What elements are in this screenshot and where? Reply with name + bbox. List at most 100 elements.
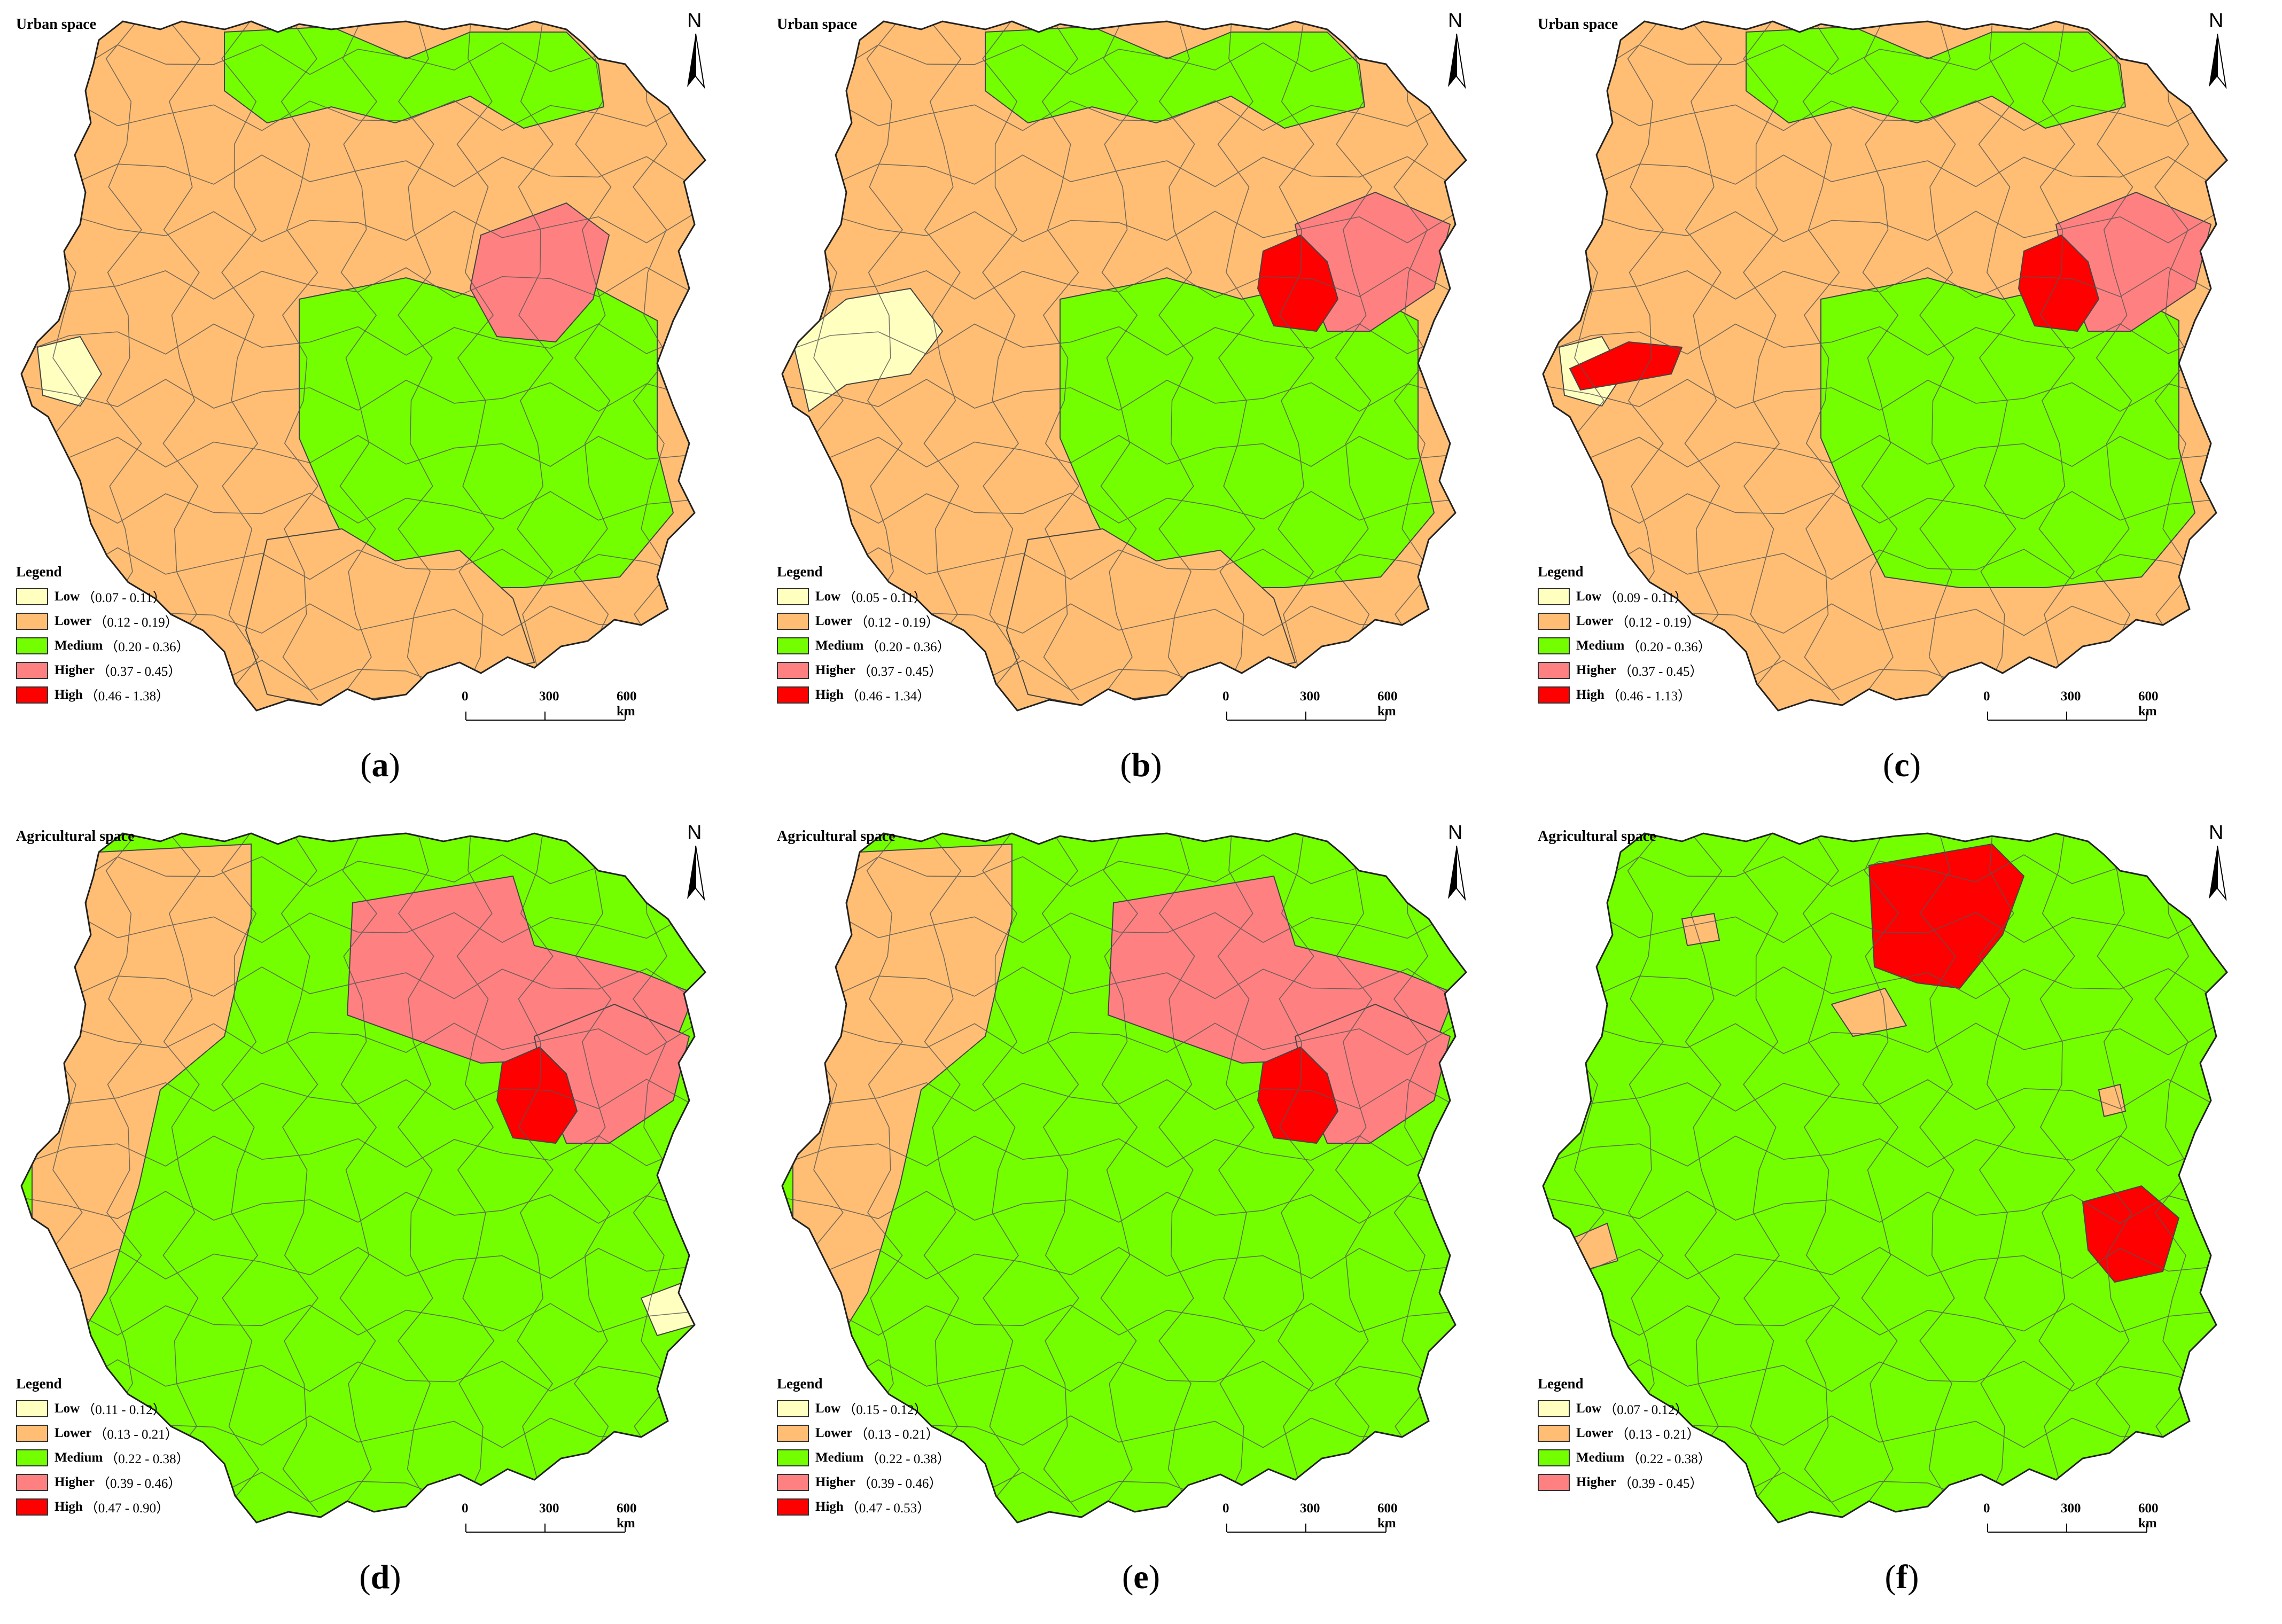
scale-tick-label: 0 [462,1501,469,1516]
caption-open-paren: ( [1121,1558,1134,1596]
legend-swatch [16,1449,48,1466]
map-legend: Legend Low （0.05 - 0.11） Lower （0.12 - 0.19）… [777,564,951,707]
legend-class-name: Low [1576,1401,1602,1416]
legend-entry-medium: Medium （0.20 - 0.36） [777,634,951,658]
legend-range: （0.07 - 0.11） [82,591,166,605]
legend-swatch [777,1498,809,1516]
legend-swatch [1538,686,1570,704]
panel-title: Urban space [777,16,858,33]
legend-class-name: Higher [54,663,95,677]
legend-swatch [16,1498,48,1516]
legend-range: （0.22 - 0.38） [1626,1452,1711,1466]
legend-entry-high: High （0.46 - 1.38） [16,683,190,707]
legend-swatch [1538,613,1570,630]
map-panel-b: Urban space N Legend Low （0.05 - 0.11） Lower （… [761,0,1521,784]
legend-range: （0.09 - 0.11） [1603,591,1688,605]
region-high-patch [1257,234,1339,332]
panel-title: Agricultural space [16,828,135,845]
north-label: N [2209,822,2224,844]
county-boundaries [1543,21,2217,700]
legend-entry-high: High （0.47 - 0.90） [16,1495,190,1519]
legend-class-name: Medium [815,1450,864,1465]
legend-swatch [777,1474,809,1491]
legend-range: （0.13 - 0.21） [854,1427,939,1442]
legend-range: （0.07 - 0.12） [1603,1403,1688,1417]
caption-letter: f [1896,1558,1908,1596]
province-outline [20,20,706,712]
legend-range: （0.46 - 1.13） [1606,689,1692,704]
legend-swatch [777,613,809,630]
legend-swatch [777,588,809,605]
caption-open-paren: ( [1882,746,1895,784]
scale-bar: 0 300 600 km [462,689,641,727]
legend-range: （0.12 - 0.19） [1615,615,1700,630]
legend-heading: Legend [1538,564,1584,580]
region-high-patch [1868,843,2025,989]
panel-caption: (f) [1522,1557,2282,1597]
scale-tick-label: 300 [1300,1501,1320,1516]
legend-entry-higher: Higher （0.37 - 0.45） [1538,658,1711,683]
legend-entry-low: Low （0.05 - 0.11） [777,584,951,609]
scale-tick-label: 600 km [2138,689,2159,719]
legend-heading: Legend [16,564,62,580]
scale-tick-label: 0 [1983,1501,1990,1516]
legend-heading: Legend [1538,1376,1584,1392]
caption-close-paren: ) [390,1558,401,1596]
legend-swatch [777,686,809,704]
north-arrow-icon: N [2201,822,2233,902]
scale-tick-label: 300 [1300,689,1320,704]
region-medium-patch [1746,26,2127,129]
legend-entry-higher: Higher （0.37 - 0.45） [777,658,951,683]
legend-entry-lower: Lower （0.13 - 0.21） [1538,1421,1711,1446]
legend-range: （0.12 - 0.19） [854,615,939,630]
choropleth-map [1542,20,2228,712]
region-high-patch [1257,1046,1339,1144]
legend-entry-higher: Higher （0.39 - 0.46） [16,1470,190,1495]
base-region [1543,833,2227,1522]
map-panel-e: Agricultural space N Legend Low （0.15 - 0.12… [761,812,1521,1596]
scale-tick-label: 600 km [617,1501,637,1531]
legend-swatch [777,1449,809,1466]
legend-range: （0.39 - 0.46） [858,1477,943,1491]
legend-class-name: High [54,688,83,702]
north-arrow-icon: N [1440,822,1473,902]
legend-class-name: High [815,1500,844,1514]
choropleth-map [781,20,1467,712]
legend-class-name: Higher [1576,1475,1616,1489]
north-arrow-icon: N [1440,10,1473,90]
scale-tick-label: 300 [539,689,559,704]
panel-caption: (c) [1522,745,2282,785]
north-label: N [2209,10,2224,32]
caption-letter: e [1133,1558,1149,1596]
caption-close-paren: ) [1150,746,1162,784]
legend-swatch [777,662,809,679]
legend-class-name: Lower [1576,614,1614,628]
panel-caption: (b) [761,745,1521,785]
legend-class-name: Lower [54,1426,92,1440]
legend-entry-low: Low （0.07 - 0.12） [1538,1396,1711,1421]
legend-range: （0.37 - 0.45） [97,665,182,679]
legend-range: （0.15 - 0.12） [843,1403,928,1417]
legend-entry-higher: Higher （0.39 - 0.45） [1538,1470,1711,1495]
scale-bar: 0 300 600 km [1983,1501,2163,1539]
region-medium-patch [985,26,1366,129]
legend-class-name: Medium [54,1450,103,1465]
legend-swatch [1538,662,1570,679]
legend-entry-low: Low （0.07 - 0.11） [16,584,190,609]
legend-heading: Legend [777,1376,823,1392]
scale-tick-label: 0 [1983,689,1990,704]
caption-open-paren: ( [1120,746,1132,784]
legend-entry-low: Low （0.11 - 0.12） [16,1396,190,1421]
legend-range: （0.47 - 0.90） [84,1501,170,1516]
scale-tick-label: 0 [1222,689,1229,704]
scale-bar: 0 300 600 km [1222,689,1402,727]
province-outline [1542,832,2228,1524]
scale-tick-label: 600 km [1377,1501,1398,1531]
legend-heading: Legend [16,1376,62,1392]
panel-caption: (d) [0,1557,760,1597]
legend-entry-higher: Higher （0.39 - 0.46） [777,1470,951,1495]
scale-tick-label: 300 [2061,1501,2081,1516]
caption-letter: d [370,1558,390,1596]
scale-tick-label: 300 [2061,689,2081,704]
panel-title: Agricultural space [1538,828,1656,845]
